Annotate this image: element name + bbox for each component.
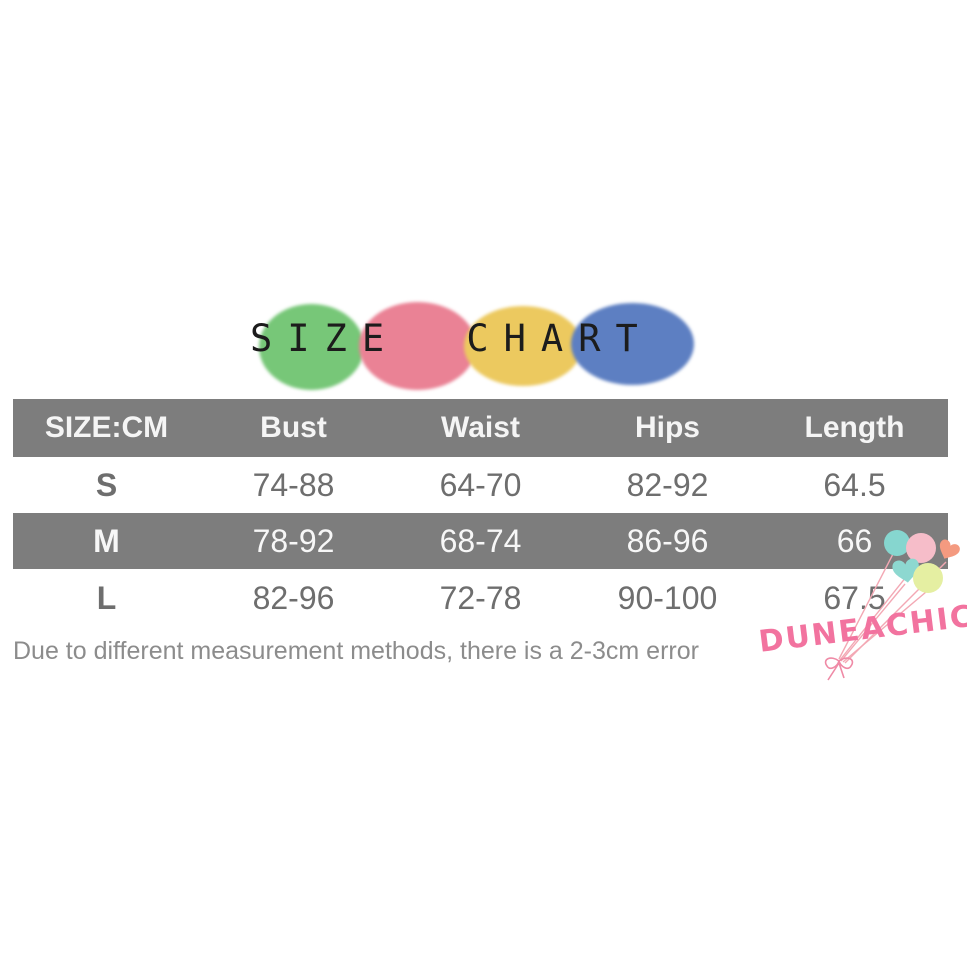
table-header-row: SIZE:CM Bust Waist Hips Length	[13, 399, 948, 457]
lime-balloon-icon	[913, 563, 943, 593]
coral-heart-icon	[939, 539, 960, 559]
value-cell-hips: 86-96	[626, 523, 709, 559]
balloons-illustration	[824, 530, 960, 681]
value-cell-waist: 64-70	[439, 467, 522, 503]
column-header-waist: Waist	[441, 411, 520, 444]
value-cell-bust: 74-88	[252, 467, 335, 503]
value-cell-length: 67.5	[823, 579, 886, 616]
title-circle-blue	[571, 303, 694, 385]
column-header-size: SIZE:CM	[44, 411, 169, 444]
value-cell-hips: 82-92	[626, 467, 709, 503]
title-circle-yellow	[464, 306, 582, 386]
size-table: SIZE:CM Bust Waist Hips Length S 74-88 6…	[13, 399, 948, 626]
brand-watermark: DUNEACHIC	[755, 515, 967, 690]
column-header-length: Length	[804, 411, 905, 444]
bow-icon	[824, 657, 854, 681]
value-cell-bust: 78-92	[252, 523, 335, 559]
column-header-hips: Hips	[634, 411, 700, 444]
pink-balloon-icon	[906, 533, 936, 563]
value-cell-length: 66	[836, 523, 873, 559]
value-cell-length: 64.5	[823, 467, 886, 503]
value-cell-waist: 68-74	[439, 523, 522, 559]
value-cell-waist: 72-78	[439, 579, 522, 616]
size-cell: S	[95, 467, 118, 503]
title: SIZE CHART	[0, 0, 967, 400]
table-row-s: S 74-88 64-70 82-92 64.5	[13, 457, 948, 513]
teal-heart-icon	[892, 558, 919, 583]
teal-balloon-icon	[884, 530, 910, 556]
size-cell: M	[93, 523, 120, 559]
measurement-note: Due to different measurement methods, th…	[13, 637, 699, 665]
size-cell: L	[96, 579, 117, 616]
column-header-bust: Bust	[260, 411, 327, 444]
title-circle-pink	[359, 302, 476, 390]
table-row-m: M 78-92 68-74 86-96 66	[13, 513, 948, 569]
title-circle-green	[259, 304, 364, 390]
table-row-l: L 82-96 72-78 90-100 67.5	[13, 569, 948, 626]
page-title: SIZE CHART	[250, 317, 653, 360]
value-cell-bust: 82-96	[252, 579, 335, 616]
value-cell-hips: 90-100	[617, 579, 718, 616]
